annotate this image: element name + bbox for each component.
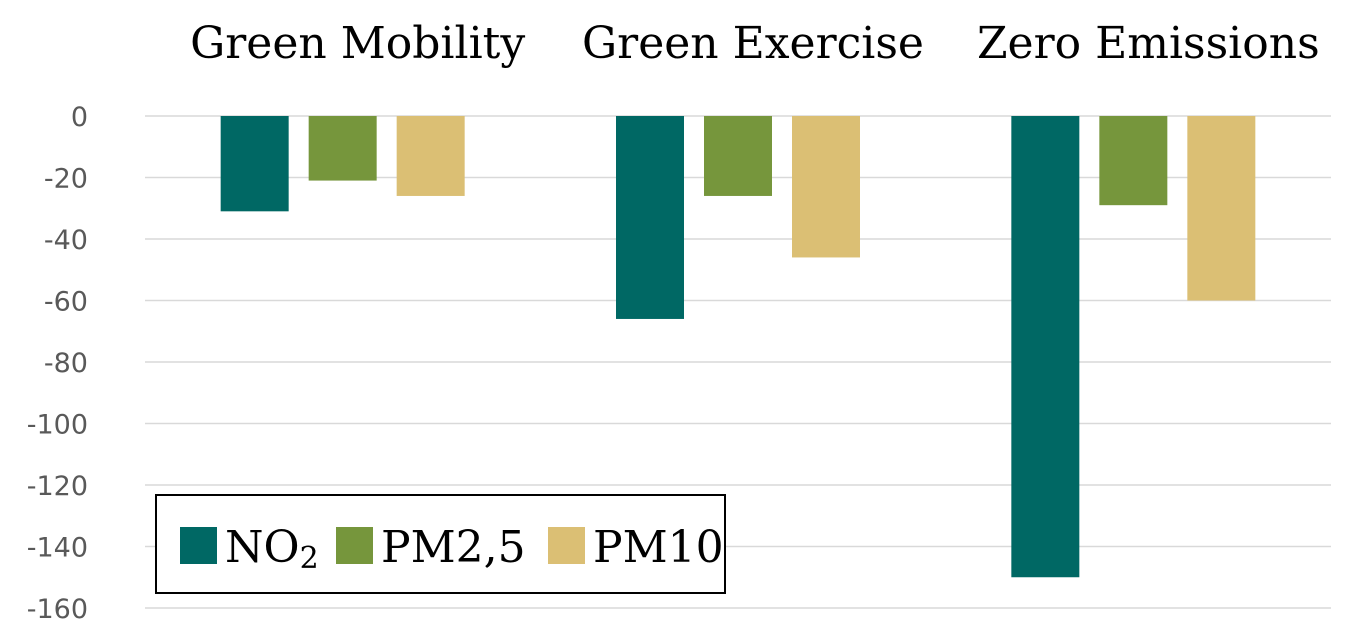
bar-pm10-green-exercise [792, 116, 860, 258]
y-tick-label: -120 [27, 471, 88, 502]
bar-no2-zero-emissions [1011, 116, 1080, 578]
bar-pm25-green-mobility [308, 116, 377, 181]
y-tick-label: -140 [27, 533, 88, 564]
bar-pm10-zero-emissions [1187, 116, 1256, 301]
y-tick-label: -80 [44, 348, 88, 379]
bars [220, 116, 1256, 578]
bar-pm25-green-exercise [704, 116, 772, 196]
bar-no2-green-exercise [616, 116, 684, 319]
legend-swatch-pm25 [336, 527, 373, 564]
y-tick-label: -100 [27, 410, 88, 441]
y-tick-label: -160 [27, 594, 88, 625]
legend-box [155, 494, 726, 594]
y-tick-label: -20 [44, 164, 88, 195]
legend-label-pm10: PM10 [593, 522, 724, 573]
legend: NO2 PM2,5 PM10 [155, 494, 726, 594]
legend-swatch-no2 [180, 527, 217, 564]
y-tick-label: 0 [71, 102, 88, 133]
category-label: Zero Emissions [977, 18, 1320, 69]
legend-label-no2: NO2 [225, 522, 319, 576]
y-tick-label: -60 [44, 287, 88, 318]
category-label: Green Exercise [582, 18, 924, 69]
y-axis-tick-labels: 0 -20 -40 -60 -80 -100 -120 -140 -160 [27, 102, 88, 625]
bar-pm25-zero-emissions [1099, 116, 1168, 206]
legend-label-pm25: PM2,5 [381, 522, 526, 573]
bar-pm10-green-mobility [396, 116, 465, 196]
category-label: Green Mobility [190, 18, 525, 69]
category-labels: Green Mobility Green Exercise Zero Emissio… [190, 18, 1320, 69]
bar-no2-green-mobility [220, 116, 289, 212]
y-tick-label: -40 [44, 225, 88, 256]
legend-swatch-pm10 [548, 527, 585, 564]
